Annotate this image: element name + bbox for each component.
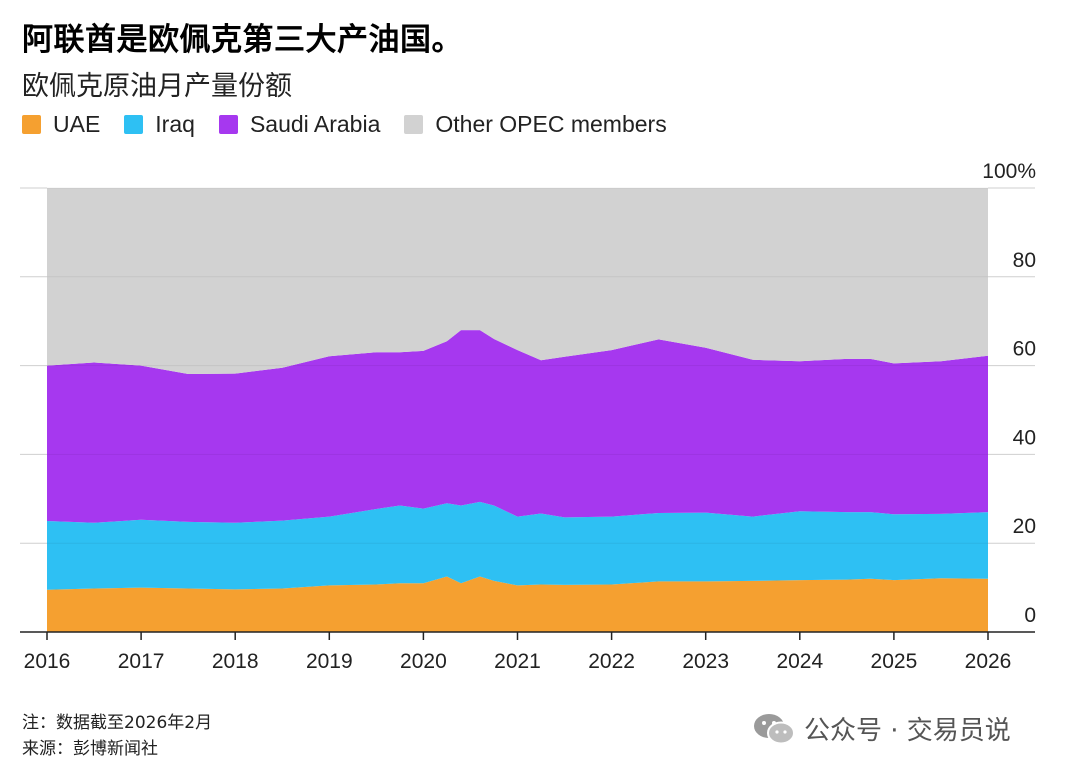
area-uae: [47, 576, 988, 632]
source-note: 来源：彭博新闻社: [22, 739, 158, 759]
x-tick-label: 2021: [494, 650, 541, 673]
legend-item-uae: UAE: [22, 111, 100, 138]
legend-item-iraq: Iraq: [124, 111, 195, 138]
legend-swatch-iraq: [124, 115, 144, 134]
axis-layer: 0 20 40 60 80 100% 2016 2017 2018 2019 2020 2021 202…: [20, 160, 1036, 673]
area-saudi-arabia: [47, 330, 988, 523]
x-tick-label: 2025: [871, 650, 918, 673]
legend-swatch-other-opec: [404, 115, 424, 134]
legend-swatch-saudi-arabia: [218, 115, 238, 134]
x-tick-label: 2024: [776, 650, 823, 673]
legend-label-other-opec: Other OPEC members: [435, 111, 667, 137]
area-other-opec-members: [47, 188, 988, 374]
x-tick-label: 2026: [965, 650, 1012, 673]
legend-item-other-opec: Other OPEC members: [404, 111, 667, 138]
y-tick-label: 80: [1013, 249, 1036, 272]
x-tick-label: 2020: [400, 650, 447, 673]
x-tick-label: 2023: [682, 650, 729, 673]
legend-label-saudi-arabia: Saudi Arabia: [249, 111, 381, 137]
area-layer: [47, 188, 988, 632]
watermark-text: 公众号 · 交易员说: [804, 716, 1011, 746]
y-tick-label: 60: [1013, 338, 1036, 361]
x-tick-label: 2022: [588, 650, 635, 673]
x-tick-label: 2018: [212, 650, 259, 673]
legend: UAE Iraq Saudi Arabia Other OPEC members: [22, 111, 691, 138]
legend-swatch-uae: [22, 115, 41, 134]
overlay-layer: [47, 187, 988, 544]
y-tick-label: 20: [1013, 515, 1036, 538]
x-tick-label: 2016: [24, 650, 71, 673]
area-iraq: [47, 501, 988, 590]
wechat-icon: [754, 713, 795, 744]
chart-title: 阿联酋是欧佩克第三大产油国。: [22, 22, 463, 58]
y-tick-label: 100%: [982, 160, 1036, 183]
watermark: 公众号 · 交易员说: [752, 710, 1011, 747]
stacked-area-chart: 0 20 40 60 80 100% 2016 2017 2018 2019 2020 2021 202…: [20, 160, 1036, 673]
x-tick-label: 2017: [118, 650, 165, 673]
legend-label-uae: UAE: [53, 111, 101, 137]
chart-subtitle: 欧佩克原油月产量份额: [22, 71, 292, 102]
legend-item-saudi-arabia: Saudi Arabia: [218, 111, 381, 138]
legend-label-iraq: Iraq: [155, 111, 195, 137]
footnote: 注：数据截至2026年2月: [22, 713, 213, 733]
x-tick-label: 2019: [306, 650, 353, 673]
y-tick-label: 40: [1013, 426, 1036, 449]
y-tick-label: 0: [1024, 604, 1036, 627]
